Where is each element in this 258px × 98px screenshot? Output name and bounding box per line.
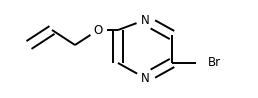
Text: N: N xyxy=(141,72,149,84)
Text: N: N xyxy=(141,14,149,26)
Text: O: O xyxy=(93,24,103,36)
Text: Br: Br xyxy=(208,57,221,69)
